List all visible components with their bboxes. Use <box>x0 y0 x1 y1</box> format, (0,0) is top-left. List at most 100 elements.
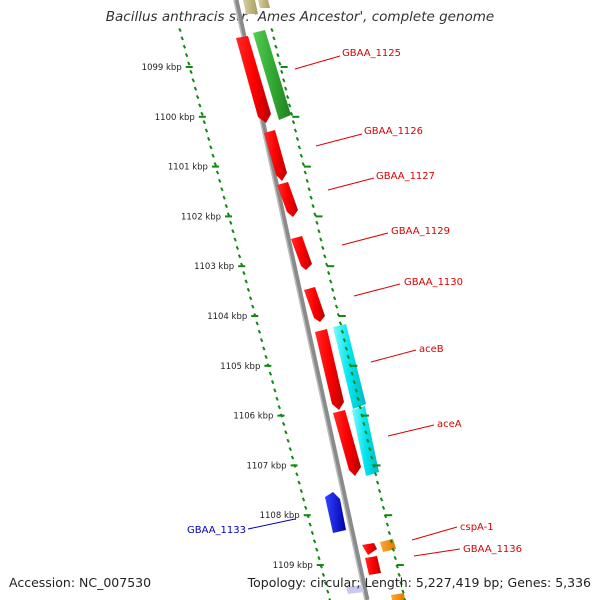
scale-dot <box>346 354 350 359</box>
scale-dot <box>264 354 268 359</box>
scale-dot <box>213 162 217 167</box>
scale-dot <box>381 505 386 510</box>
kbp-label: 1107 kbp <box>247 461 287 471</box>
gene-label: GBAA_1129 <box>391 226 450 237</box>
scale-dot <box>312 539 317 544</box>
scale-dot <box>182 44 187 49</box>
scale-dot <box>304 505 308 510</box>
leader-acea <box>387 424 435 437</box>
scale-dot <box>326 589 330 594</box>
feature-gbaa-1136 <box>365 556 381 575</box>
scale-dot <box>275 396 279 401</box>
scale-dot <box>202 120 206 125</box>
scale-dot <box>280 69 284 74</box>
scale-ticks <box>178 27 407 600</box>
feature-tan-2 <box>258 0 270 8</box>
scale-dot <box>191 78 195 83</box>
kbp-label: 1099 kbp <box>142 63 182 73</box>
feature-cspa-1 <box>362 543 377 555</box>
scale-dot <box>187 61 191 66</box>
scale-dot <box>297 145 302 150</box>
scale-dot <box>395 564 399 569</box>
scale-dot <box>360 413 364 418</box>
scale-dot <box>328 279 333 284</box>
scale-dot <box>288 447 292 452</box>
feature-orange-2 <box>391 593 405 600</box>
scale-dot <box>283 86 288 91</box>
scale-dot <box>338 321 343 326</box>
scale-dot <box>305 178 309 183</box>
scale-dot <box>297 480 301 485</box>
scale-dot <box>200 111 204 116</box>
scale-dot <box>248 296 253 301</box>
scale-dot <box>251 304 255 309</box>
scale-dot <box>220 187 224 192</box>
gene-label: GBAA_1126 <box>364 126 423 137</box>
kbp-label: 1102 kbp <box>181 212 221 222</box>
scale-dot <box>354 388 358 393</box>
feature-lavender <box>346 585 364 594</box>
feature-gbaa-1125 <box>236 36 271 123</box>
scale-dot <box>259 338 264 343</box>
gene-label: aceB <box>419 344 444 355</box>
feature-tan <box>243 0 258 14</box>
kbp-labels: 1099 kbp 1100 kbp 1101 kbp 1102 kbp 1103 kbp… <box>142 63 313 571</box>
scale-dot <box>321 572 326 577</box>
gene-label: GBAA_1133 <box>187 525 246 536</box>
scale-dot <box>273 388 277 393</box>
scale-dot <box>403 597 407 600</box>
scale-dot <box>218 178 222 183</box>
scale-dot <box>270 380 275 385</box>
scale-dot <box>315 220 319 225</box>
scale-dot <box>242 271 246 276</box>
scale-dot <box>310 530 315 535</box>
scale-dot <box>334 304 339 309</box>
scale-dot <box>375 480 380 485</box>
kbp-label: 1101 kbp <box>168 163 208 173</box>
scale-dot <box>299 488 304 494</box>
scale-dot <box>379 497 384 502</box>
scale-dot <box>295 472 299 477</box>
scale-dot <box>385 522 390 527</box>
leader-aceb <box>370 349 417 363</box>
feature-gbaa-1130 <box>304 287 325 322</box>
scale-dot <box>257 329 262 334</box>
scale-dot <box>231 229 235 234</box>
scale-dot <box>224 203 229 209</box>
scale-dot <box>284 430 288 435</box>
scale-dot <box>303 170 307 175</box>
kbp-label: 1103 kbp <box>194 262 234 272</box>
scale-dot <box>235 245 240 250</box>
scale-dot <box>389 539 394 544</box>
scale-dot <box>209 145 213 150</box>
feature-gbaa-1129 <box>291 236 312 270</box>
scale-dot <box>293 128 298 133</box>
feature-gbaa-1127 <box>277 182 298 217</box>
scale-dot <box>178 27 182 33</box>
scale-dot <box>350 371 354 376</box>
scale-dot <box>180 36 184 41</box>
scale-dot <box>204 128 209 133</box>
scale-dot <box>301 162 305 167</box>
scale-dot <box>317 229 321 234</box>
kbp-label: 1108 kbp <box>260 511 300 521</box>
scale-dot <box>285 95 290 100</box>
scale-dot <box>299 153 304 158</box>
scale-dot <box>330 287 335 292</box>
scale-dot <box>301 497 306 502</box>
scale-dot <box>387 530 392 535</box>
feature-acea <box>333 410 361 476</box>
scale-dot <box>391 547 395 552</box>
leader-gbaa-1136 <box>413 548 461 557</box>
scale-dot <box>270 27 274 33</box>
scale-dot <box>315 547 319 552</box>
kbp-label: 1104 kbp <box>207 312 247 322</box>
scale-dot <box>289 111 294 116</box>
kbp-label: 1100 kbp <box>155 113 195 123</box>
scale-dot <box>311 203 315 209</box>
scale-dot <box>368 447 372 452</box>
scale-dot <box>323 254 327 259</box>
leader-gbaa-1127 <box>327 177 375 191</box>
scale-dot <box>332 296 337 301</box>
